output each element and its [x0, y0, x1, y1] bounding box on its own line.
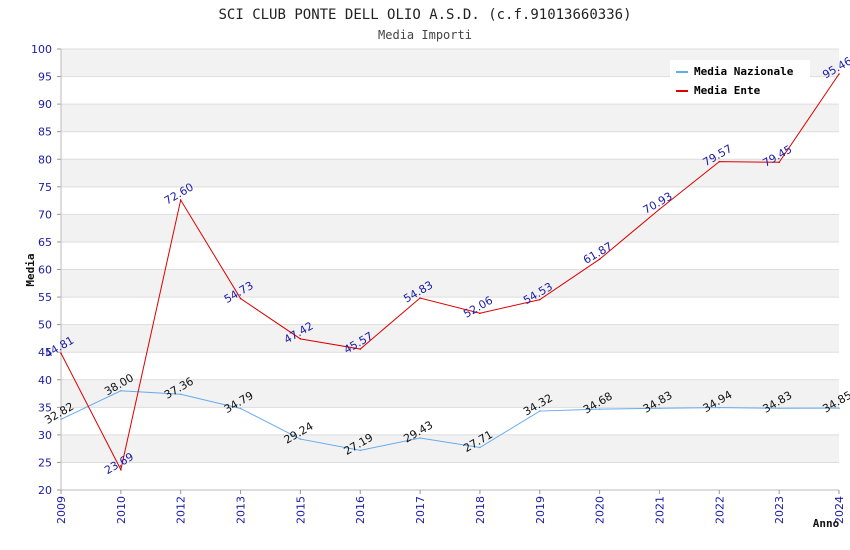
data-point-media-nazionale: [778, 407, 780, 410]
y-tick-label: 70: [38, 208, 52, 221]
data-point-media-ente: [718, 160, 721, 163]
data-point-media-ente: [778, 161, 780, 164]
y-tick-label: 55: [38, 291, 52, 304]
grid-band: [61, 214, 839, 242]
data-point-media-nazionale: [239, 407, 242, 410]
grid-band: [61, 131, 839, 160]
x-tick-label: 2021: [653, 496, 666, 524]
data-point-media-ente: [60, 352, 62, 355]
y-tick-label: 50: [38, 319, 52, 332]
data-point-media-ente: [479, 312, 481, 315]
chart-subtitle: Media Importi: [378, 28, 472, 42]
y-tick-label: 35: [38, 401, 52, 414]
series-line-media-nazionale: [60, 390, 840, 451]
y-tick-label: 95: [38, 71, 52, 84]
x-tick-label: 2022: [713, 496, 726, 524]
grid-band: [61, 352, 839, 380]
x-tick-label: 2024: [833, 496, 846, 524]
x-tick-label: 2023: [773, 496, 786, 524]
chart-title: SCI CLUB PONTE DELL OLIO A.S.D. (c.f.910…: [218, 7, 631, 23]
data-point-media-ente: [359, 348, 362, 350]
y-tick-label: 100: [31, 43, 52, 56]
grid-band: [61, 462, 839, 490]
grid-band: [61, 407, 839, 435]
data-point-media-nazionale: [299, 438, 302, 440]
legend-label-media-ente: Media Ente: [694, 84, 761, 97]
y-tick-label: 85: [38, 126, 52, 139]
x-tick-label: 2020: [594, 496, 607, 524]
legend: Media Nazionale Media Ente: [670, 60, 810, 100]
x-tick-label: 2013: [235, 496, 248, 524]
data-point-media-nazionale: [179, 393, 182, 396]
x-tick-label: 2017: [414, 496, 427, 524]
grid-band: [61, 241, 839, 270]
data-point-media-ente: [419, 297, 421, 299]
grid: [61, 48, 839, 491]
y-tick-label: 75: [38, 181, 52, 194]
grid-band: [61, 379, 839, 408]
x-tick-label: 2016: [354, 496, 367, 524]
x-tick-label: 2012: [175, 496, 188, 524]
series: [60, 73, 840, 472]
data-point-media-nazionale: [598, 408, 601, 410]
y-tick-label: 90: [38, 98, 52, 111]
y-tick-label: 20: [38, 484, 52, 497]
legend-label-media-nazionale: Media Nazionale: [694, 65, 794, 78]
y-tick-label: 25: [38, 456, 52, 469]
axes: 20 25 30 35 40 45 50 55 60 65 70 75 80 85 90 95 100 2009 2…: [31, 43, 846, 524]
grid-band: [61, 434, 839, 463]
y-axis-label: Media: [24, 253, 37, 286]
grid-band: [61, 324, 839, 353]
data-point-media-nazionale: [60, 418, 62, 421]
data-point-media-nazionale: [120, 389, 122, 392]
data-point-media-nazionale: [359, 449, 362, 452]
legend-background: [670, 60, 810, 100]
data-point-media-ente: [120, 468, 122, 471]
x-tick-label: 2019: [534, 496, 547, 524]
grid-band: [61, 297, 839, 325]
grid-band: [61, 104, 839, 132]
data-point-media-nazionale: [658, 407, 661, 410]
data-point-media-ente: [598, 258, 601, 260]
x-tick-label: 2015: [294, 496, 307, 524]
data-point-media-ente: [538, 298, 541, 301]
data-point-media-ente: [239, 297, 242, 300]
grid-band: [61, 269, 839, 298]
y-tick-label: 60: [38, 264, 52, 277]
data-point-media-nazionale: [538, 410, 541, 412]
data-point-media-nazionale: [479, 446, 481, 449]
data-point-media-nazionale: [838, 407, 840, 409]
y-tick-label: 65: [38, 236, 52, 249]
data-point-media-ente: [179, 199, 182, 201]
grid-band: [61, 186, 839, 215]
data-point-media-ente: [299, 338, 302, 340]
x-tick-label: 2009: [55, 496, 68, 524]
y-tick-label: 80: [38, 153, 52, 166]
x-tick-label: 2018: [474, 496, 487, 524]
x-tick-label: 2010: [115, 496, 128, 524]
series-line-media-ente: [60, 73, 840, 472]
data-point-media-ente: [838, 73, 840, 75]
x-axis-label: Anno: [813, 517, 840, 530]
y-tick-label: 45: [38, 346, 52, 359]
data-point-media-nazionale: [718, 406, 721, 409]
data-point-media-ente: [658, 208, 661, 211]
grid-band: [61, 159, 839, 187]
data-point-media-nazionale: [419, 437, 421, 439]
y-tick-label: 30: [38, 429, 52, 442]
y-tick-label: 40: [38, 374, 52, 387]
